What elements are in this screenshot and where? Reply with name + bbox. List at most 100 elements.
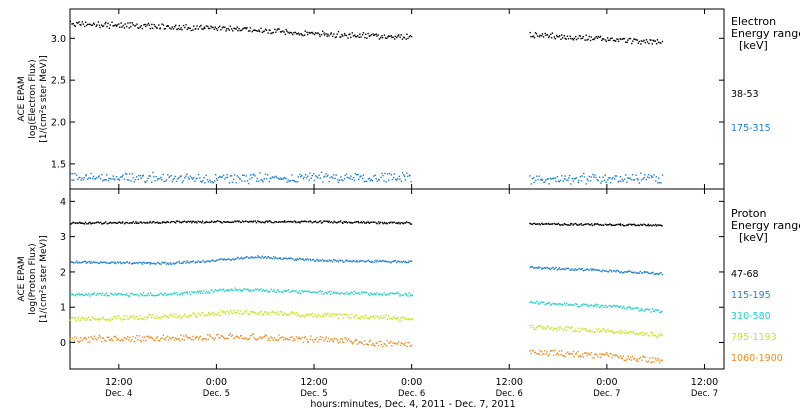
data-point (353, 340, 356, 342)
data-point (71, 341, 73, 343)
data-point (630, 359, 633, 361)
data-point (185, 175, 187, 177)
data-point (647, 176, 649, 178)
data-point (211, 220, 213, 222)
data-point (107, 295, 109, 297)
data-point (310, 291, 313, 294)
data-point (324, 312, 326, 314)
data-point (283, 257, 285, 259)
data-point (106, 262, 108, 264)
data-point (644, 174, 646, 176)
data-point (233, 174, 236, 176)
data-point (305, 259, 307, 261)
data-point (374, 317, 376, 319)
data-point (176, 28, 178, 31)
data-point (386, 318, 389, 320)
data-point (81, 339, 83, 342)
data-point (397, 260, 399, 262)
data-point (551, 32, 554, 34)
data-point (546, 34, 549, 36)
data-point (623, 225, 625, 227)
y-tick-label: 3 (60, 232, 66, 243)
data-point (599, 305, 602, 307)
data-point (396, 318, 398, 320)
data-point (334, 177, 336, 179)
data-point (275, 256, 277, 258)
data-point (658, 309, 660, 311)
data-point (277, 339, 280, 341)
data-point (130, 263, 133, 265)
data-point (85, 317, 88, 319)
data-point (646, 332, 648, 334)
data-point (400, 222, 402, 224)
data-point (126, 222, 129, 224)
data-point (615, 271, 617, 273)
data-point (231, 334, 233, 336)
data-point (282, 258, 284, 260)
data-point (208, 312, 210, 314)
data-point (105, 221, 107, 223)
data-point (655, 309, 658, 311)
data-point (587, 305, 589, 307)
data-point (127, 336, 129, 338)
data-point (195, 261, 197, 263)
data-point (88, 336, 90, 338)
data-point (85, 175, 87, 177)
data-point (84, 294, 86, 297)
data-point (353, 290, 355, 293)
data-point (547, 302, 550, 304)
data-point (557, 222, 560, 225)
data-point (307, 341, 310, 343)
data-point (600, 356, 602, 358)
data-point (544, 223, 546, 225)
data-point (257, 220, 259, 222)
data-point (94, 319, 97, 321)
data-point (377, 221, 380, 223)
data-point (275, 175, 277, 177)
data-point (386, 261, 388, 263)
data-point (311, 291, 313, 293)
data-point (558, 350, 561, 352)
data-point (79, 320, 81, 322)
data-point (92, 317, 95, 320)
data-point (189, 261, 192, 263)
data-point (121, 319, 123, 321)
data-point (220, 334, 223, 337)
series-115-195 (70, 255, 664, 276)
data-point (656, 43, 658, 45)
data-point (150, 262, 152, 264)
data-point (160, 263, 162, 265)
data-point (227, 338, 229, 340)
data-point (261, 179, 264, 181)
data-point (261, 337, 263, 340)
data-point (179, 314, 181, 317)
data-point (276, 289, 278, 292)
data-point (539, 350, 541, 352)
data-point (581, 328, 583, 331)
data-point (172, 292, 175, 295)
data-point (254, 256, 257, 258)
data-point (239, 29, 241, 32)
data-point (144, 23, 146, 26)
data-point (195, 337, 198, 339)
data-point (98, 262, 100, 264)
data-point (352, 222, 354, 224)
data-point (283, 314, 285, 317)
data-point (141, 318, 143, 320)
data-point (127, 22, 129, 24)
data-point (144, 336, 146, 338)
data-point (228, 182, 231, 184)
data-point (374, 221, 376, 223)
data-point (404, 292, 406, 295)
data-point (294, 180, 296, 183)
data-point (582, 36, 584, 38)
data-point (302, 314, 304, 317)
data-point (266, 257, 268, 259)
data-point (408, 36, 411, 38)
data-point (597, 35, 599, 38)
data-point (84, 293, 87, 296)
data-point (174, 222, 177, 224)
data-point (626, 307, 628, 309)
data-point (555, 327, 557, 329)
data-point (196, 261, 198, 263)
